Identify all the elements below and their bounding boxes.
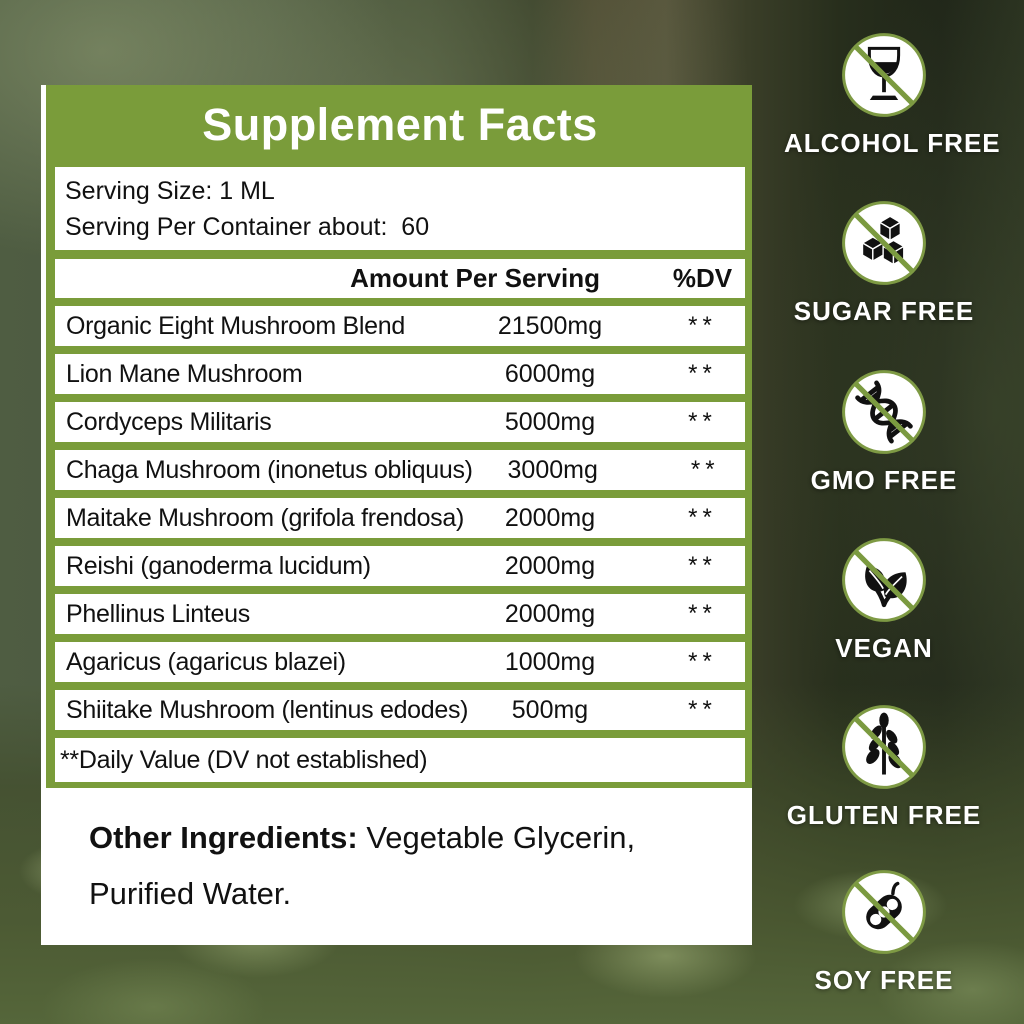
ingredient-name: Chaga Mushroom (inonetus obliquus) [66,455,473,484]
serving-size-text: Serving Size: 1 ML [65,177,275,205]
ingredient-amount: 3000mg [507,455,598,484]
ingredient-row: Chaga Mushroom (inonetus obliquus) 3000m… [55,450,745,490]
ingredient-row: Reishi (ganoderma lucidum) 2000mg ** [55,546,745,586]
serving-info-box: Serving Size: 1 ML Serving Per Container… [55,167,745,250]
daily-value-footnote: **Daily Value (DV not established) [55,738,745,782]
ingredient-dv: ** [688,600,717,627]
ingredient-amount: 1000mg [504,647,596,676]
badge-label: GLUTEN FREE [786,800,982,830]
badge-gluten-free: GLUTEN FREE [784,704,984,831]
amount-per-serving-header: Amount Per Serving [350,263,600,293]
no-gmo-icon [842,370,926,454]
ingredient-name: Agaricus (agaricus blazei) [66,647,346,676]
ingredient-dv: ** [688,360,717,387]
ingredient-dv: ** [690,456,720,483]
ingredient-name: Organic Eight Mushroom Blend [66,311,405,340]
badge-label: ALCOHOL FREE [784,128,1001,158]
ingredient-name: Cordyceps Militaris [66,407,272,436]
ingredient-dv: ** [688,648,717,675]
ingredient-row: Organic Eight Mushroom Blend 21500mg ** [55,306,745,346]
ingredient-row: Lion Mane Mushroom 6000mg ** [55,354,745,394]
badge-soy-free: SOY FREE [784,869,984,996]
no-soy-icon [842,870,926,954]
badge-label: SOY FREE [814,965,954,995]
ingredient-dv: ** [688,504,717,531]
ingredient-row: Maitake Mushroom (grifola frendosa) 2000… [55,498,745,538]
ingredient-amount: 21500mg [497,311,603,340]
no-sugar-icon [842,201,926,285]
other-ingredients-box: Other Ingredients: Vegetable Glycerin, P… [41,788,752,945]
ingredient-dv: ** [688,552,717,579]
ingredient-dv: ** [688,312,717,339]
ingredient-amount: 2000mg [504,503,596,532]
badge-sugar-free: SUGAR FREE [784,200,984,327]
ingredient-amount: 2000mg [504,551,596,580]
supplement-facts-title: Supplement Facts [202,99,598,150]
badge-alcohol-free: ALCOHOL FREE [784,32,1001,159]
supplement-facts-green-frame: Supplement Facts Serving Size: 1 ML Serv… [41,85,752,788]
ingredient-name: Maitake Mushroom (grifola frendosa) [66,503,464,532]
ingredient-row: Shiitake Mushroom (lentinus edodes) 500m… [55,690,745,730]
ingredient-amount: 5000mg [504,407,596,436]
badge-vegan: VEGAN [784,537,984,664]
ingredient-row: Cordyceps Militaris 5000mg ** [55,402,745,442]
ingredient-row: Agaricus (agaricus blazei) 1000mg ** [55,642,745,682]
other-ingredients-line2: Purified Water. [89,876,292,911]
no-gluten-icon [842,705,926,789]
ingredient-dv: ** [688,696,717,723]
badge-gmo-free: GMO FREE [784,369,984,496]
ingredient-amount: 2000mg [504,599,596,628]
other-ingredients-value: Vegetable Glycerin, [357,820,636,855]
badge-label: SUGAR FREE [793,296,975,326]
other-ingredients-label: Other Ingredients: [89,820,358,855]
ingredient-name: Shiitake Mushroom (lentinus edodes) [66,695,469,724]
vegan-leaves-icon [842,538,926,622]
servings-per-container-text: Serving Per Container about: 60 [65,213,430,241]
ingredient-row: Phellinus Linteus 2000mg ** [55,594,745,634]
percent-dv-header: %DV [672,263,733,293]
supplement-facts-panel: Supplement Facts Serving Size: 1 ML Serv… [41,85,752,945]
badge-label: GMO FREE [810,465,958,495]
ingredient-name: Lion Mane Mushroom [66,359,303,388]
ingredient-amount: 500mg [511,695,589,724]
ingredient-dv: ** [688,408,717,435]
badge-label: VEGAN [835,633,933,663]
no-alcohol-icon [842,33,926,117]
ingredient-name: Reishi (ganoderma lucidum) [66,551,371,580]
table-header-row: Amount Per Serving %DV [55,259,745,298]
ingredient-name: Phellinus Linteus [66,599,250,628]
ingredient-amount: 6000mg [504,359,596,388]
